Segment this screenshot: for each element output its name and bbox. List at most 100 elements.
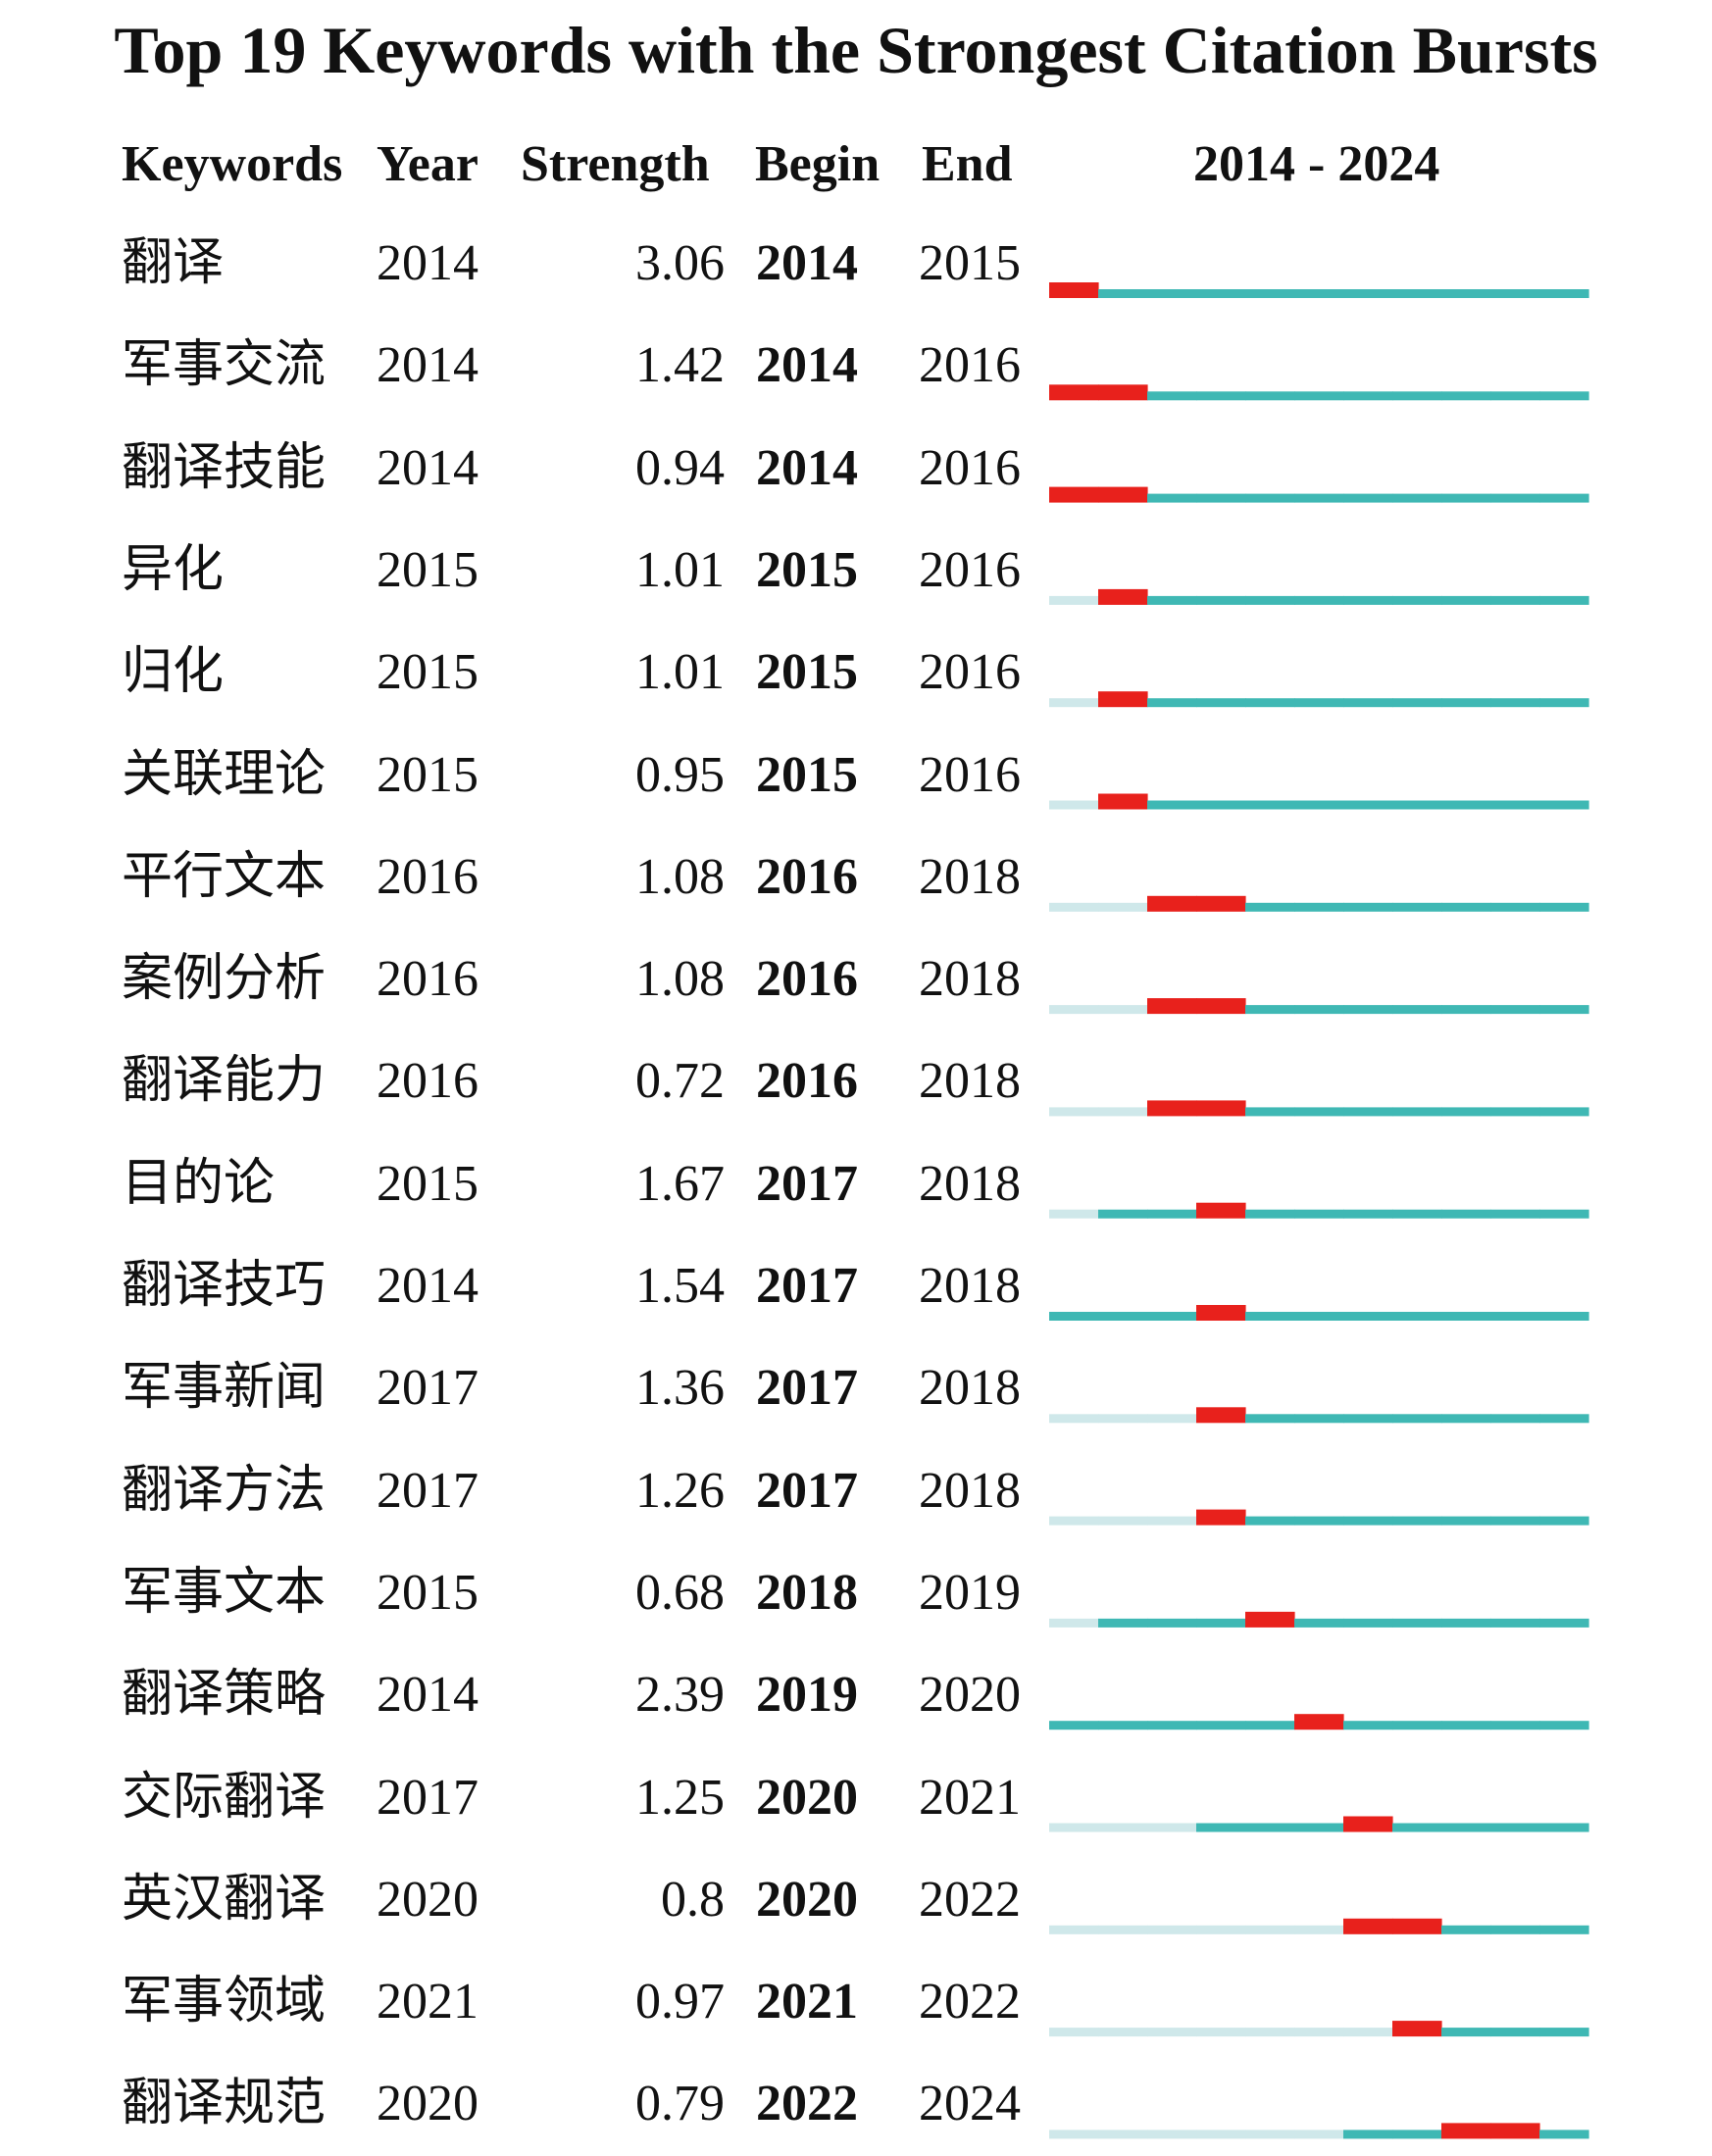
inactive-segment [1098, 902, 1148, 912]
begin-cell: 2015 [756, 541, 858, 598]
active-segment [1441, 289, 1491, 298]
keyword-cell: 翻译方法 [122, 1462, 327, 1519]
keyword-cell: 翻译技巧 [122, 1258, 327, 1314]
keyword-cell: 关联理论 [122, 746, 327, 803]
year-cell: 2014 [377, 337, 478, 394]
inactive-segment [1147, 1516, 1197, 1526]
active-segment [1539, 2130, 1589, 2139]
year-cell: 2020 [377, 2076, 478, 2132]
inactive-segment [1049, 1209, 1099, 1219]
active-segment [1343, 289, 1393, 298]
active-segment [1490, 1823, 1540, 1832]
active-segment [1392, 391, 1442, 401]
active-segment [1539, 493, 1589, 503]
burst-segment [1196, 1100, 1246, 1117]
inactive-segment [1049, 1107, 1099, 1117]
end-cell: 2018 [919, 1462, 1021, 1519]
year-cell: 2016 [377, 951, 478, 1008]
begin-cell: 2015 [756, 644, 858, 701]
active-segment [1490, 1721, 1540, 1730]
active-segment [1147, 595, 1197, 605]
active-segment [1196, 1721, 1246, 1730]
inactive-segment [1049, 2028, 1099, 2037]
end-cell: 2018 [919, 1258, 1021, 1314]
active-segment [1196, 391, 1246, 401]
active-segment [1343, 2130, 1393, 2139]
end-cell: 2018 [919, 1155, 1021, 1212]
keyword-cell: 翻译技能 [122, 439, 327, 496]
active-segment [1392, 595, 1442, 605]
year-cell: 2016 [377, 848, 478, 905]
active-segment [1147, 1618, 1197, 1628]
burst-segment [1343, 1816, 1393, 1832]
keyword-cell: 目的论 [122, 1155, 276, 1212]
end-cell: 2024 [919, 2076, 1021, 2132]
active-segment [1392, 1209, 1442, 1219]
year-cell: 2015 [377, 1155, 478, 1212]
year-cell: 2017 [377, 1769, 478, 1826]
active-segment [1196, 800, 1246, 810]
end-cell: 2016 [919, 337, 1021, 394]
header-begin: Begin [755, 136, 881, 192]
active-segment [1490, 800, 1540, 810]
chart-title: Top 19 Keywords with the Strongest Citat… [114, 13, 1598, 87]
inactive-segment [1098, 1516, 1148, 1526]
active-segment [1539, 800, 1589, 810]
end-cell: 2016 [919, 746, 1021, 803]
active-segment [1294, 1516, 1344, 1526]
active-segment [1539, 2028, 1589, 2037]
inactive-segment [1098, 1414, 1148, 1424]
active-segment [1490, 1414, 1540, 1424]
inactive-segment [1098, 1005, 1148, 1015]
active-segment [1392, 1823, 1442, 1832]
active-segment [1392, 1516, 1442, 1526]
active-segment [1343, 1107, 1393, 1117]
year-cell: 2016 [377, 1053, 478, 1110]
keyword-cell: 军事交流 [122, 337, 327, 394]
inactive-segment [1294, 2028, 1344, 2037]
year-cell: 2015 [377, 1564, 478, 1621]
strength-cell: 1.08 [635, 951, 725, 1008]
active-segment [1245, 493, 1295, 503]
inactive-segment [1245, 2130, 1295, 2139]
burst-segment [1147, 1100, 1197, 1117]
active-segment [1441, 595, 1491, 605]
active-segment [1441, 2028, 1491, 2037]
active-segment [1392, 493, 1442, 503]
keyword-cell: 翻译规范 [122, 2076, 327, 2132]
strength-cell: 1.01 [635, 644, 725, 701]
active-segment [1147, 289, 1197, 298]
keyword-cell: 平行文本 [122, 848, 327, 905]
end-cell: 2019 [919, 1564, 1021, 1621]
begin-cell: 2017 [756, 1462, 858, 1519]
active-segment [1539, 1414, 1589, 1424]
burst-segment [1343, 1918, 1393, 1934]
active-segment [1294, 493, 1344, 503]
active-segment [1343, 1312, 1393, 1321]
active-segment [1196, 595, 1246, 605]
inactive-segment [1049, 2130, 1099, 2139]
active-segment [1441, 1618, 1491, 1628]
burst-segment [1147, 998, 1197, 1015]
active-segment [1392, 1005, 1442, 1015]
active-segment [1539, 1312, 1589, 1321]
active-segment [1490, 1005, 1540, 1015]
inactive-segment [1196, 2130, 1246, 2139]
active-segment [1539, 289, 1589, 298]
active-segment [1392, 698, 1442, 708]
inactive-segment [1196, 1925, 1246, 1934]
strength-cell: 0.95 [635, 746, 725, 803]
active-segment [1441, 1925, 1491, 1934]
active-segment [1490, 1312, 1540, 1321]
active-segment [1539, 1516, 1589, 1526]
keyword-cell: 军事领域 [122, 1974, 327, 2031]
strength-cell: 1.25 [635, 1769, 725, 1826]
active-segment [1490, 1107, 1540, 1117]
active-segment [1441, 1005, 1491, 1015]
keyword-cell: 翻译能力 [122, 1053, 327, 1110]
active-segment [1245, 289, 1295, 298]
active-segment [1539, 391, 1589, 401]
burst-segment [1196, 1509, 1246, 1526]
active-segment [1539, 595, 1589, 605]
burst-segment [1490, 2123, 1540, 2139]
